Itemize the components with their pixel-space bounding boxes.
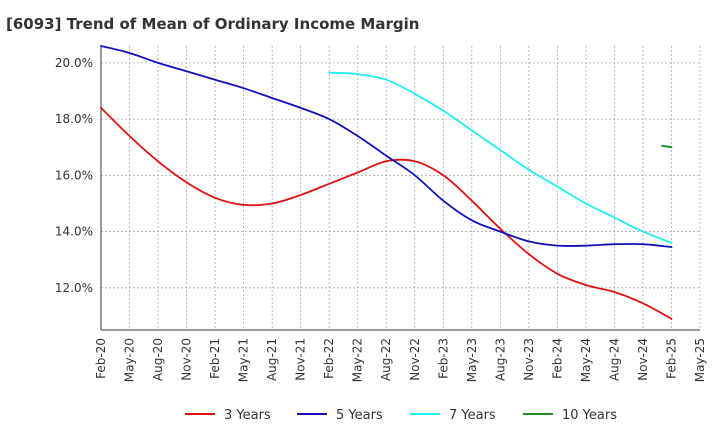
- series-line-3-years: [100, 107, 673, 320]
- y-tick-label: 18.0%: [55, 112, 93, 126]
- series-line-7-years: [328, 71, 673, 244]
- x-tick-label: Feb-20: [94, 338, 108, 379]
- x-tick-label: Aug-20: [151, 338, 165, 381]
- x-tick-label: May-20: [123, 338, 137, 382]
- x-tick-label: Nov-20: [180, 338, 194, 381]
- grid-lines: [100, 46, 701, 330]
- y-tick-label: 16.0%: [55, 168, 93, 182]
- x-tick-label: Aug-22: [379, 338, 393, 381]
- x-tick-labels: Feb-20 May-20 Aug-20 Nov-20 Feb-21 May-21 Aug-…: [94, 338, 707, 382]
- axes: [100, 46, 700, 331]
- x-tick-label: Feb-24: [550, 338, 564, 379]
- chart-title: [6093] Trend of Mean of Ordinary Income …: [6, 15, 420, 33]
- y-tick-labels: 12.0% 14.0% 16.0% 18.0% 20.0%: [55, 56, 93, 295]
- series-line-10-years: [661, 144, 673, 149]
- legend-label-10-years: 10 Years: [562, 408, 617, 423]
- x-tick-label: Feb-21: [208, 338, 222, 379]
- x-tick-label: May-21: [237, 338, 251, 382]
- y-tick-label: 14.0%: [55, 225, 93, 239]
- x-tick-label: Nov-24: [636, 338, 650, 381]
- x-tick-label: May-22: [351, 338, 365, 382]
- x-tick-label: May-23: [465, 338, 479, 382]
- x-tick-label: Feb-25: [664, 338, 678, 379]
- y-tick-label: 20.0%: [55, 56, 93, 70]
- x-tick-label: May-25: [693, 338, 707, 382]
- x-tick-label: Aug-24: [607, 338, 621, 381]
- x-tick-label: Feb-22: [322, 338, 336, 379]
- x-tick-label: Aug-21: [265, 338, 279, 381]
- y-tick-label: 12.0%: [55, 281, 93, 295]
- legend-label-3-years: 3 Years: [224, 408, 271, 423]
- series-lines: [100, 45, 673, 320]
- legend-label-5-years: 5 Years: [336, 408, 383, 423]
- x-tick-label: May-24: [579, 338, 593, 382]
- x-tick-label: Nov-23: [522, 338, 536, 381]
- x-tick-label: Feb-23: [436, 338, 450, 379]
- x-tick-label: Nov-22: [408, 338, 422, 381]
- legend: 3 Years 5 Years 7 Years 10 Years: [185, 408, 617, 423]
- x-tick-label: Aug-23: [493, 338, 507, 381]
- series-line-5-years: [100, 45, 673, 248]
- legend-label-7-years: 7 Years: [449, 408, 496, 423]
- x-tick-label: Nov-21: [294, 338, 308, 381]
